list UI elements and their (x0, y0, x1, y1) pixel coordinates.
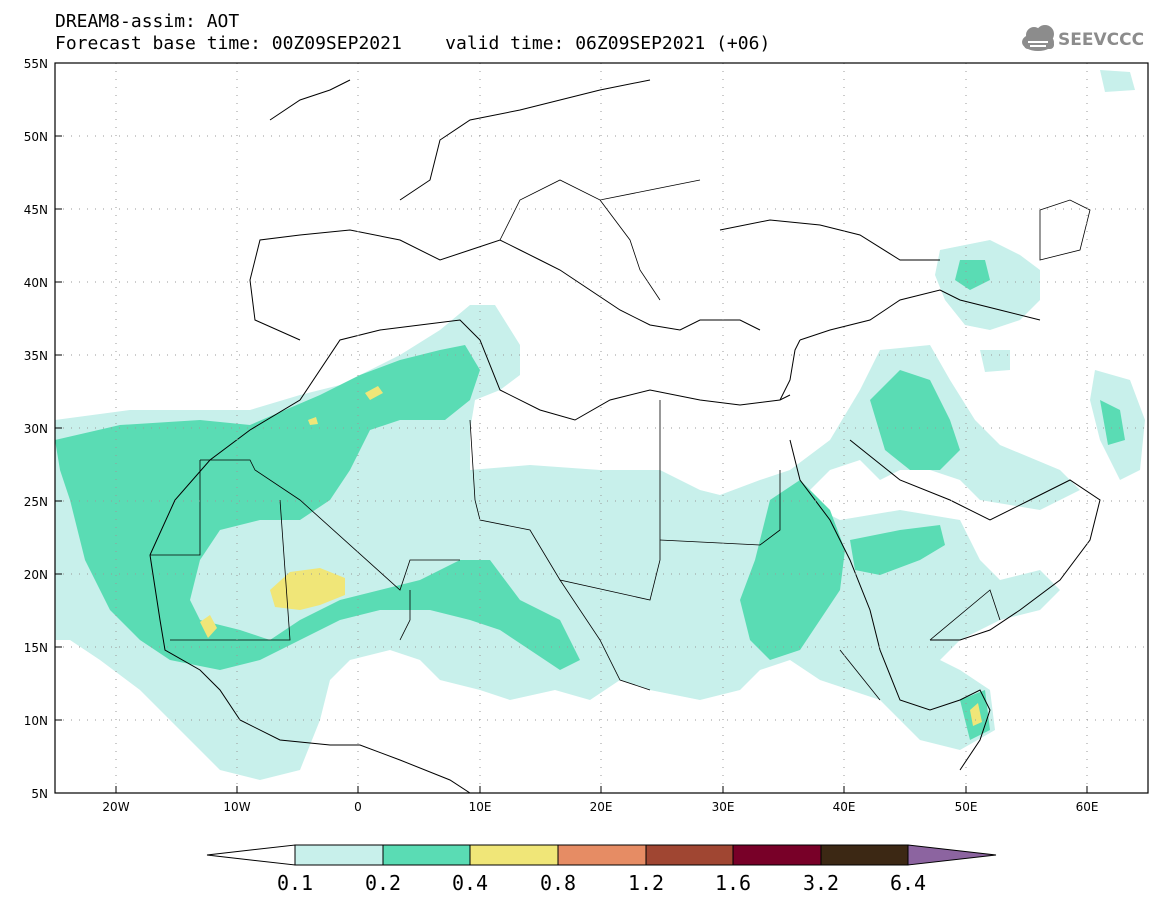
lat-label: 55N (24, 57, 48, 71)
lat-label: 30N (24, 422, 48, 436)
colorbar-segment (557, 844, 647, 866)
lon-labels: 20W 10W 0 10E 20E 30E 40E 50E 60E (102, 800, 1098, 814)
lon-label: 60E (1076, 800, 1099, 814)
lon-label: 10E (469, 800, 492, 814)
aot-band-0.2 (55, 260, 1125, 740)
colorbar-label: 1.2 (628, 871, 664, 895)
colorbar-label: 6.4 (890, 871, 926, 895)
colorbar-left-arrow (206, 844, 296, 866)
colorbar-label: 0.1 (277, 871, 313, 895)
lon-label: 20E (590, 800, 613, 814)
lat-label: 25N (24, 495, 48, 509)
lat-label: 10N (24, 714, 48, 728)
logo-text: SEEVCCC (1058, 30, 1145, 50)
aot-field (55, 70, 1145, 780)
colorbar-label: 3.2 (803, 871, 839, 895)
colorbar (206, 844, 997, 866)
lat-label: 15N (24, 641, 48, 655)
lon-label: 0 (354, 800, 362, 814)
country-borders (150, 179, 1091, 701)
lat-label: 5N (31, 787, 48, 801)
lon-label: 30E (712, 800, 735, 814)
colorbar-label: 0.2 (365, 871, 401, 895)
time-info: Forecast base time: 00Z09SEP2021 valid t… (55, 34, 770, 54)
colorbar-segment (645, 844, 734, 866)
valid-time-label: valid time: (445, 33, 565, 54)
base-time-value: 00Z09SEP2021 (271, 33, 402, 54)
colorbar-segment (294, 844, 384, 866)
colorbar-label: 1.6 (715, 871, 751, 895)
colorbar-labels: 0.1 0.2 0.4 0.8 1.2 1.6 3.2 6.4 (277, 871, 926, 895)
colorbar-right-arrow (907, 844, 997, 866)
lon-label: 50E (955, 800, 978, 814)
grid (55, 63, 1148, 793)
colorbar-segment (469, 844, 559, 866)
lat-label: 20N (24, 568, 48, 582)
lon-label: 10W (223, 800, 250, 814)
colorbar-label: 0.8 (540, 871, 576, 895)
lon-label: 20W (102, 800, 129, 814)
lat-label: 45N (24, 203, 48, 217)
seevccc-logo (1022, 25, 1054, 51)
axis-ticks (55, 62, 1088, 793)
valid-time-value: 06Z09SEP2021 (+06) (575, 33, 771, 54)
base-time-label: Forecast base time: (55, 33, 261, 54)
lat-label: 50N (24, 130, 48, 144)
colorbar-segment (820, 844, 909, 866)
lat-label: 40N (24, 276, 48, 290)
lon-label: 40E (833, 800, 856, 814)
lat-labels: 55N 50N 45N 40N 35N 30N 25N 20N 15N 10N … (24, 57, 48, 801)
coastlines (149, 79, 1101, 793)
colorbar-label: 0.4 (452, 871, 488, 895)
lat-label: 35N (24, 349, 48, 363)
map-title: DREAM8-assim: AOT (55, 11, 240, 32)
colorbar-segment (382, 844, 471, 866)
colorbar-segment (732, 844, 822, 866)
aot-band-0.4 (200, 386, 982, 726)
